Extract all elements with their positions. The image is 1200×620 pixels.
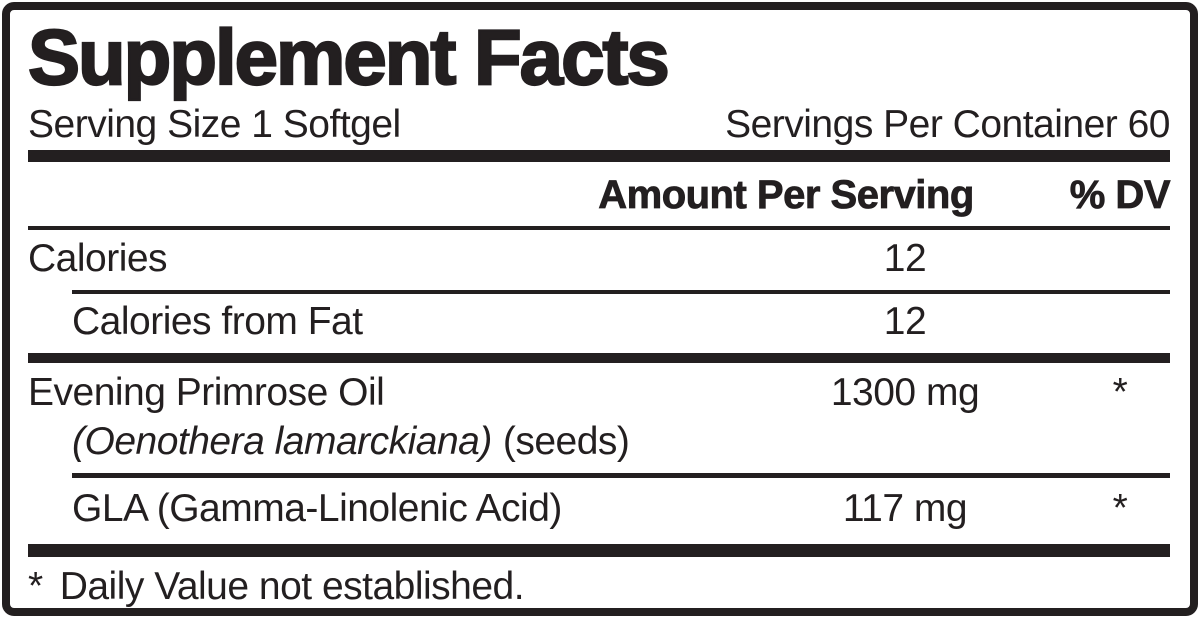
nutrient-name: GLA (Gamma-Linolenic Acid) [72,487,562,531]
divider-bar-middle [28,352,1170,363]
footnote-row: * Daily Value not established. [28,557,1170,609]
nutrient-row-calories-from-fat: Calories from Fat 12 [72,294,1170,353]
botanical-name-italic: (Oenothera lamarckiana) [72,419,492,463]
nutrient-row-calories: Calories 12 [28,226,1170,290]
nutrient-name: Calories from Fat [72,300,363,344]
column-header-row: Amount Per Serving % DV [28,162,1171,226]
divider-bar-bottom [28,544,1170,558]
nutrient-row-gla: GLA (Gamma-Linolenic Acid) 117 mg * [72,478,1170,544]
nutrient-row-evening-primrose-oil: Evening Primrose Oil 1300 mg * [28,363,1170,417]
indented-section-gla: GLA (Gamma-Linolenic Acid) 117 mg * [72,473,1170,544]
nutrient-name: Evening Primrose Oil [28,370,385,414]
indented-section-calories-from-fat: Calories from Fat 12 [72,290,1170,353]
nutrient-name: Calories [28,237,168,281]
nutrient-amount: 12 [883,300,927,344]
nutrient-dv: * [1112,370,1128,414]
divider-bar-top [28,150,1170,163]
nutrient-dv: * [1112,487,1128,531]
servings-per-container-text: Servings Per Container 60 [725,102,1170,146]
plant-part-text: (seeds) [502,419,630,463]
label-title: Supplement Facts [27,13,671,101]
nutrient-amount: 1300 mg [830,370,980,414]
serving-info-row: Serving Size 1 Softgel Servings Per Cont… [28,100,1170,151]
amount-per-serving-header: Amount Per Serving [598,173,975,218]
footnote-text: Daily Value not established. [59,565,525,609]
percent-dv-header: % DV [1069,173,1171,218]
nutrient-amount: 12 [883,237,927,281]
botanical-name-line: (Oenothera lamarckiana) (seeds) [72,417,1170,474]
serving-size-text: Serving Size 1 Softgel [28,102,401,146]
nutrient-amount: 117 mg [842,487,968,531]
footnote-asterisk: * [28,565,43,609]
